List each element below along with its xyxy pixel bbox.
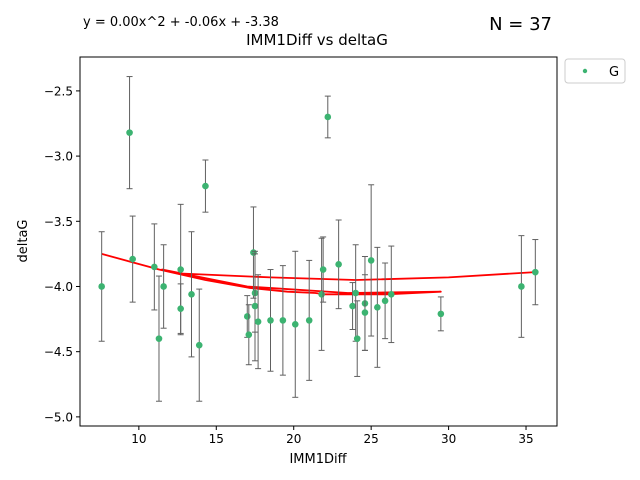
chart-title: IMM1Diff vs deltaG <box>246 31 388 49</box>
data-point-group <box>367 184 375 337</box>
data-point <box>352 289 359 297</box>
data-point-group <box>177 283 184 334</box>
data-point-group <box>291 250 299 398</box>
x-tick-label: 20 <box>286 432 301 446</box>
data-point-group <box>279 265 287 376</box>
sample-count: N = 37 <box>489 14 552 35</box>
data-point-group <box>319 236 327 303</box>
data-point <box>126 129 133 136</box>
data-point <box>305 317 313 324</box>
data-point-group <box>160 244 167 329</box>
y-tick-label: −4.0 <box>44 280 73 294</box>
data-point-group <box>374 246 381 368</box>
data-point-group <box>243 295 251 338</box>
plot-area: 10 15 20 25 30 35 −5.0 −4.5 −4.0 −3.5 −3.0 −2.5 <box>44 56 558 446</box>
data-point <box>160 283 167 290</box>
data-point <box>195 341 203 349</box>
data-point-group <box>381 262 389 340</box>
data-point <box>349 302 356 310</box>
data-point <box>98 283 105 290</box>
legend: G <box>564 58 626 84</box>
data-point <box>279 317 287 324</box>
data-point <box>324 113 332 121</box>
fit-equation: y = 0.00x^2 + -0.06x + -3.38 <box>83 15 279 30</box>
data-point-group <box>129 215 136 303</box>
y-tick-label: −4.5 <box>44 345 73 359</box>
fit-curve-line <box>101 253 536 296</box>
data-point-group <box>151 223 158 311</box>
data-point <box>381 297 389 305</box>
data-point <box>335 261 342 268</box>
data-point-group <box>251 250 259 362</box>
data-point-group <box>267 269 274 372</box>
legend-label: G <box>609 65 619 80</box>
data-point-group <box>188 231 195 358</box>
data-point-group <box>335 219 342 310</box>
legend-marker <box>582 68 588 74</box>
data-point-group <box>518 235 525 338</box>
x-tick-label: 25 <box>364 432 379 446</box>
data-point <box>243 313 251 320</box>
data-point <box>151 263 158 271</box>
data-point <box>202 182 209 190</box>
x-tick-label: 15 <box>209 432 224 446</box>
data-point-group <box>353 300 361 377</box>
data-point-group <box>352 244 359 342</box>
data-point <box>367 257 375 264</box>
data-point <box>291 320 299 328</box>
data-point-group <box>126 76 133 190</box>
data-point <box>387 291 395 298</box>
data-point-group <box>349 282 356 331</box>
data-point <box>374 304 381 311</box>
data-point-group <box>532 239 539 306</box>
data-point-group <box>387 245 395 344</box>
data-point <box>361 309 369 316</box>
y-tick-label: −2.5 <box>44 84 73 98</box>
data-point-group <box>324 95 332 139</box>
axes-frame <box>79 56 558 427</box>
y-tick-label: −3.0 <box>44 150 73 164</box>
x-tick-label: 10 <box>131 432 146 446</box>
x-axis-label: IMM1Diff <box>289 452 347 467</box>
y-axis-label: deltaG <box>16 220 31 263</box>
data-point-group <box>361 274 369 351</box>
x-tick-label: 35 <box>518 432 533 446</box>
legend-box <box>564 58 626 84</box>
data-point <box>251 302 259 310</box>
y-tick-label: −5.0 <box>44 410 73 424</box>
x-tick-label: 30 <box>441 432 456 446</box>
data-point <box>437 310 445 318</box>
data-point <box>245 331 253 339</box>
data-point-group <box>437 296 445 332</box>
y-tick-label: −3.5 <box>44 215 73 229</box>
data-point <box>353 335 361 342</box>
data-point-group <box>245 304 253 366</box>
data-point <box>188 291 195 298</box>
data-point-group <box>155 275 163 402</box>
data-point <box>155 335 163 342</box>
data-point-group <box>318 237 325 351</box>
data-point-group <box>250 206 257 299</box>
data-point <box>177 266 184 273</box>
data-point <box>177 305 184 312</box>
data-point-group <box>195 288 203 402</box>
data-point <box>254 318 262 325</box>
data-point <box>518 283 525 290</box>
data-point <box>532 268 539 276</box>
data-point <box>250 249 257 256</box>
data-point <box>318 291 325 298</box>
data-point-group <box>202 159 209 213</box>
data-point-group <box>98 231 105 342</box>
data-point <box>319 266 327 273</box>
data-point-group <box>305 259 313 381</box>
data-point-group <box>254 274 262 370</box>
data-point <box>267 317 274 324</box>
data-point <box>129 255 136 263</box>
